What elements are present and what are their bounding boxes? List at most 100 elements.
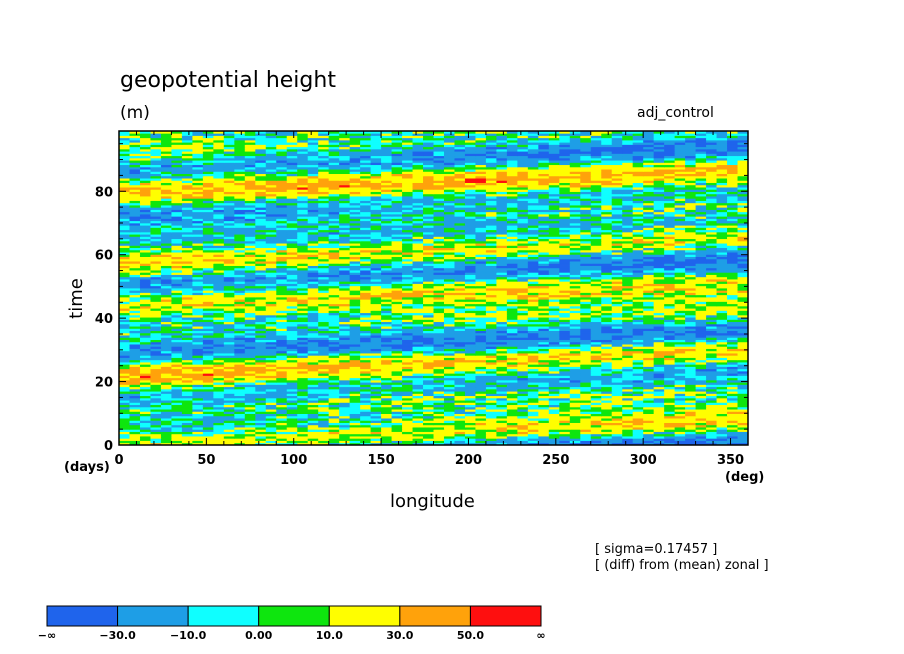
heatmap-cell bbox=[181, 406, 193, 410]
heatmap-cell bbox=[265, 317, 277, 320]
heatmap-cell bbox=[664, 267, 676, 271]
heatmap-cell bbox=[171, 312, 183, 316]
heatmap-cell bbox=[381, 283, 393, 287]
heatmap-cell bbox=[318, 386, 330, 390]
heatmap-cell bbox=[706, 299, 718, 302]
heatmap-cell bbox=[265, 263, 277, 266]
heatmap-cell bbox=[328, 261, 340, 264]
heatmap-cell bbox=[412, 314, 424, 318]
heatmap-cell bbox=[727, 341, 739, 345]
heatmap-cell bbox=[318, 314, 330, 318]
heatmap-cell bbox=[569, 279, 581, 282]
heatmap-cell bbox=[213, 350, 225, 354]
heatmap-cell bbox=[737, 409, 748, 412]
heatmap-cell bbox=[402, 332, 414, 336]
heatmap-cell bbox=[601, 305, 613, 309]
heatmap-cell bbox=[685, 393, 697, 397]
heatmap-cell bbox=[737, 404, 748, 408]
heatmap-cell bbox=[223, 382, 235, 385]
heatmap-cell bbox=[150, 265, 162, 269]
heatmap-cell bbox=[286, 263, 298, 266]
heatmap-cell bbox=[402, 326, 414, 329]
heatmap-cell bbox=[632, 379, 644, 383]
heatmap-cell bbox=[706, 326, 718, 329]
heatmap-cell bbox=[464, 368, 477, 372]
heatmap-cell bbox=[297, 429, 309, 432]
heatmap-cell bbox=[276, 418, 288, 421]
heatmap-cell bbox=[548, 310, 560, 314]
heatmap-cell bbox=[569, 436, 581, 439]
heatmap-cell bbox=[307, 400, 319, 403]
heatmap-cell bbox=[611, 355, 623, 358]
heatmap-cell bbox=[307, 429, 319, 432]
heatmap-cell bbox=[181, 339, 193, 343]
heatmap-cell bbox=[695, 431, 707, 435]
heatmap-cell bbox=[192, 312, 204, 316]
heatmap-cell bbox=[318, 395, 330, 399]
heatmap-cell bbox=[255, 296, 267, 300]
heatmap-cell bbox=[213, 442, 225, 445]
heatmap-cell bbox=[181, 433, 193, 437]
heatmap-cell bbox=[160, 326, 173, 329]
heatmap-cell bbox=[391, 328, 403, 332]
heatmap-cell bbox=[506, 348, 518, 352]
heatmap-cell bbox=[674, 319, 686, 323]
heatmap-cell bbox=[548, 274, 560, 278]
heatmap-cell bbox=[381, 274, 393, 278]
heatmap-cell bbox=[643, 413, 655, 417]
heatmap-cell bbox=[265, 359, 277, 363]
heatmap-cell bbox=[181, 285, 193, 289]
heatmap-cell bbox=[360, 258, 372, 262]
heatmap-cell bbox=[328, 402, 340, 406]
heatmap-cell bbox=[643, 424, 655, 428]
heatmap-cell bbox=[402, 427, 414, 430]
heatmap-cell bbox=[443, 400, 456, 403]
heatmap-cell bbox=[569, 384, 581, 388]
heatmap-cell bbox=[349, 290, 361, 293]
heatmap-cell bbox=[370, 290, 382, 293]
heatmap-cell bbox=[213, 292, 225, 296]
heatmap-cell bbox=[223, 292, 235, 296]
heatmap-cell bbox=[150, 344, 162, 347]
heatmap-cell bbox=[674, 350, 686, 354]
heatmap-cell bbox=[611, 422, 623, 426]
heatmap-cell bbox=[381, 422, 393, 426]
heatmap-cell bbox=[160, 442, 173, 445]
heatmap-cell bbox=[464, 393, 477, 397]
heatmap-cell bbox=[370, 308, 382, 311]
heatmap-cell bbox=[548, 288, 560, 291]
heatmap-cell bbox=[391, 395, 403, 399]
heatmap-cell bbox=[485, 319, 497, 323]
heatmap-cell bbox=[223, 296, 235, 300]
heatmap-cell bbox=[601, 299, 613, 302]
heatmap-cell bbox=[569, 422, 581, 426]
heatmap-cell bbox=[485, 328, 497, 332]
heatmap-cell bbox=[286, 323, 298, 327]
heatmap-cell bbox=[590, 420, 602, 423]
heatmap-cell bbox=[475, 420, 487, 423]
heatmap-cell bbox=[381, 279, 393, 282]
heatmap-cell bbox=[601, 344, 613, 347]
heatmap-cell bbox=[517, 422, 529, 426]
heatmap-cell bbox=[265, 397, 277, 401]
heatmap-cell bbox=[192, 373, 204, 376]
heatmap-cell bbox=[276, 404, 288, 408]
heatmap-cell bbox=[150, 353, 162, 356]
heatmap-cell bbox=[244, 344, 256, 347]
heatmap-cell bbox=[412, 344, 424, 347]
heatmap-cell bbox=[223, 301, 235, 305]
heatmap-cell bbox=[548, 317, 560, 320]
heatmap-cell bbox=[139, 332, 152, 336]
heatmap-cell bbox=[139, 330, 152, 334]
heatmap-cell bbox=[119, 274, 131, 278]
heatmap-cell bbox=[716, 413, 728, 417]
heatmap-cell bbox=[139, 276, 152, 280]
heatmap-cell bbox=[234, 431, 246, 435]
heatmap-cell bbox=[213, 328, 225, 332]
heatmap-cell bbox=[443, 332, 456, 336]
heatmap-cell bbox=[213, 366, 225, 370]
heatmap-cell bbox=[349, 429, 361, 432]
heatmap-cell bbox=[737, 265, 748, 269]
heatmap-cell bbox=[485, 436, 497, 439]
heatmap-cell bbox=[475, 393, 487, 397]
